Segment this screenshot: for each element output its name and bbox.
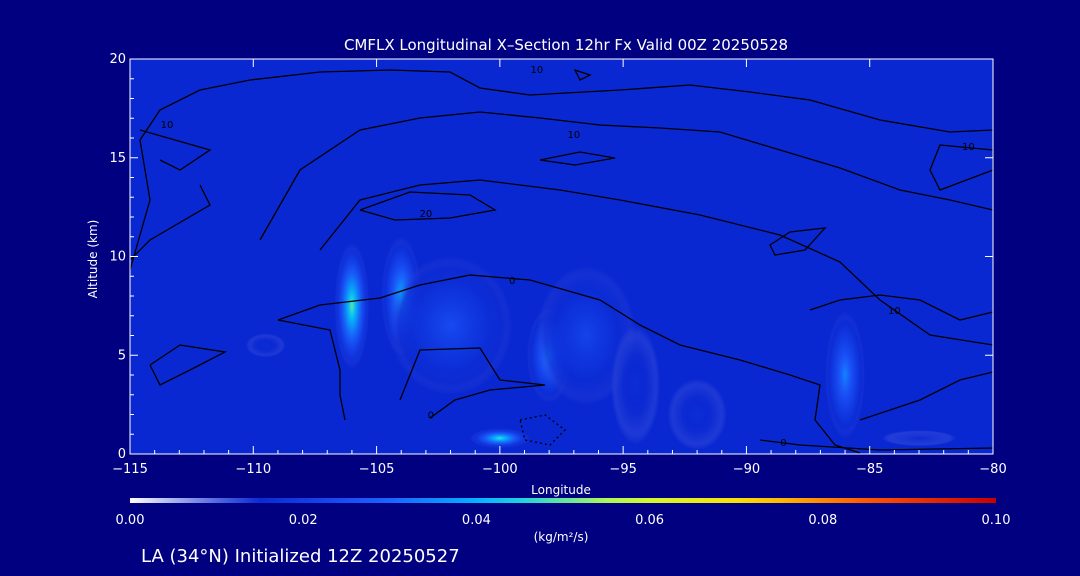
contour-line [277, 319, 346, 421]
field-blob [882, 430, 957, 447]
flux-field [245, 236, 957, 451]
field-blob [334, 242, 370, 370]
x-tick-label: −90 [733, 462, 760, 477]
x-tick-label: −80 [979, 462, 1006, 477]
contour-label: 10 [161, 120, 174, 131]
field-blob [825, 311, 865, 439]
field-blob [388, 256, 513, 395]
colorbar [130, 498, 996, 503]
colorbar-tick-label: 0.06 [635, 513, 664, 528]
contour-label: 0 [509, 276, 515, 287]
colorbar-tick-label: 0.02 [289, 513, 318, 528]
contour-line [359, 191, 497, 221]
contour-labels: 10 10 10 20 10 0 0 0 10 [161, 65, 975, 449]
x-tick-label: −110 [235, 462, 271, 477]
contour-line [130, 69, 993, 271]
contour-line [130, 184, 211, 261]
field-blob [245, 333, 286, 358]
contour-line [769, 227, 827, 256]
colorbar-ticks: 0.00 0.02 0.04 0.06 0.08 0.10 [116, 513, 1011, 528]
contour-line [809, 294, 993, 321]
y-tick-label: 15 [109, 151, 126, 166]
y-axis-label: Altitude (km) [86, 220, 100, 299]
contour-label: 20 [420, 209, 433, 220]
colorbar-units: (kg/m²/s) [534, 530, 589, 544]
x-tick-label: −105 [359, 462, 395, 477]
x-tick-label: −85 [856, 462, 883, 477]
y-axis: 0 5 10 15 20 [109, 52, 993, 462]
x-axis-label: Longitude [531, 483, 591, 497]
contour-line [139, 129, 212, 171]
contour-label: 0 [428, 410, 434, 421]
contour-line [539, 151, 616, 166]
contour-line [149, 344, 228, 386]
field-blob [610, 325, 661, 445]
field-blob [667, 378, 727, 451]
contour-label: 10 [888, 306, 901, 317]
x-tick-label: −115 [112, 462, 148, 477]
contour-label: 0 [780, 438, 786, 449]
contour-lines [130, 68, 993, 454]
chart-title: CMFLX Longitudinal X–Section 12hr Fx Val… [344, 36, 788, 54]
contour-line [573, 68, 592, 81]
location-label: LA (34°N) Initialized 12Z 20250527 [141, 546, 460, 567]
colorbar-tick-label: 0.00 [116, 513, 145, 528]
contour-line [519, 414, 566, 446]
x-axis: −115 −110 −105 −100 −95 −90 −85 −80 [112, 59, 1007, 477]
colorbar-tick-label: 0.04 [462, 513, 491, 528]
contour-line [259, 111, 993, 241]
y-tick-label: 5 [118, 348, 126, 363]
contour-line [759, 439, 993, 451]
colorbar-tick-label: 0.10 [982, 513, 1011, 528]
contour-line [277, 274, 861, 454]
x-tick-label: −95 [609, 462, 636, 477]
y-tick-label: 20 [109, 52, 126, 67]
y-tick-label: 0 [118, 447, 126, 462]
contour-label: 10 [962, 142, 975, 153]
contour-line [859, 371, 993, 421]
contour-label: 10 [567, 130, 580, 141]
x-tick-label: −100 [482, 462, 518, 477]
field-blob [536, 266, 636, 405]
field-blob [470, 428, 530, 449]
contour-line [929, 144, 993, 191]
contour-label: 10 [530, 65, 543, 76]
y-tick-label: 10 [109, 250, 126, 265]
colorbar-tick-label: 0.08 [808, 513, 837, 528]
contour-line [319, 179, 993, 346]
contour-line [399, 347, 546, 419]
